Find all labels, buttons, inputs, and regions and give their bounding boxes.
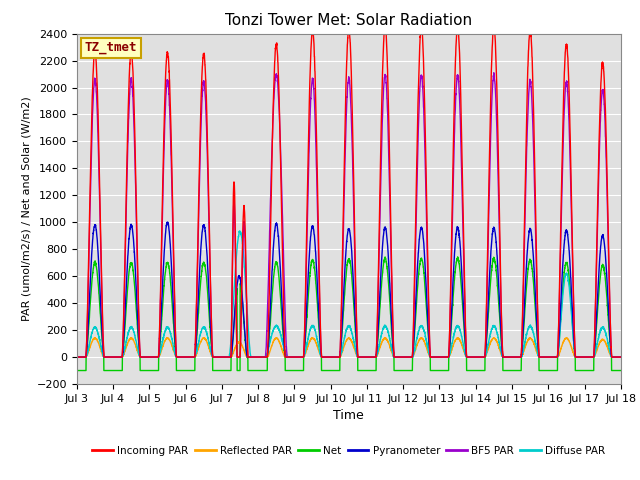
Incoming PAR <box>502 354 509 360</box>
Line: Reflected PAR: Reflected PAR <box>77 337 621 357</box>
Diffuse PAR <box>236 228 243 234</box>
Line: Net: Net <box>77 257 621 371</box>
Diffuse PAR <box>441 354 449 360</box>
Net <box>171 336 179 342</box>
BF5 PAR <box>440 354 448 360</box>
Incoming PAR <box>616 354 624 360</box>
Pyranometer <box>171 330 179 336</box>
X-axis label: Time: Time <box>333 409 364 422</box>
BF5 PAR <box>490 70 498 76</box>
Reflected PAR <box>171 351 179 357</box>
Line: BF5 PAR: BF5 PAR <box>77 73 621 357</box>
Pyranometer <box>163 219 171 225</box>
Net <box>454 254 461 260</box>
Reflected PAR <box>471 354 479 360</box>
Net <box>616 368 624 373</box>
Net <box>617 368 625 373</box>
Line: Incoming PAR: Incoming PAR <box>77 25 621 357</box>
Legend: Incoming PAR, Reflected PAR, Net, Pyranometer, BF5 PAR, Diffuse PAR: Incoming PAR, Reflected PAR, Net, Pyrano… <box>88 442 609 460</box>
BF5 PAR <box>617 354 625 360</box>
Reflected PAR <box>127 335 134 340</box>
Reflected PAR <box>617 354 625 360</box>
Net <box>328 368 336 373</box>
Diffuse PAR <box>471 354 479 360</box>
Reflected PAR <box>441 354 449 360</box>
Reflected PAR <box>502 354 509 360</box>
Pyranometer <box>616 354 624 360</box>
Reflected PAR <box>73 354 81 360</box>
Pyranometer <box>502 354 509 360</box>
Diffuse PAR <box>329 354 337 360</box>
Net <box>471 368 479 373</box>
Diffuse PAR <box>502 354 509 360</box>
Reflected PAR <box>616 354 624 360</box>
Pyranometer <box>441 354 449 360</box>
Incoming PAR <box>617 354 625 360</box>
Incoming PAR <box>471 354 479 360</box>
Net <box>73 368 81 373</box>
Pyranometer <box>617 354 625 360</box>
BF5 PAR <box>171 301 179 307</box>
Diffuse PAR <box>171 349 179 355</box>
BF5 PAR <box>616 354 624 360</box>
BF5 PAR <box>328 354 336 360</box>
Pyranometer <box>329 354 337 360</box>
Diffuse PAR <box>616 354 624 360</box>
Incoming PAR <box>171 294 179 300</box>
Incoming PAR <box>73 354 81 360</box>
Diffuse PAR <box>73 354 81 360</box>
Incoming PAR <box>441 354 449 360</box>
Diffuse PAR <box>617 354 625 360</box>
Net <box>440 368 448 373</box>
Pyranometer <box>471 354 479 360</box>
BF5 PAR <box>73 354 81 360</box>
Title: Tonzi Tower Met: Solar Radiation: Tonzi Tower Met: Solar Radiation <box>225 13 472 28</box>
Incoming PAR <box>417 22 425 28</box>
Net <box>502 368 509 373</box>
Reflected PAR <box>329 354 337 360</box>
Line: Diffuse PAR: Diffuse PAR <box>77 231 621 357</box>
Line: Pyranometer: Pyranometer <box>77 222 621 357</box>
BF5 PAR <box>471 354 479 360</box>
Incoming PAR <box>328 354 336 360</box>
BF5 PAR <box>502 354 509 360</box>
Text: TZ_tmet: TZ_tmet <box>85 41 138 54</box>
Pyranometer <box>73 354 81 360</box>
Y-axis label: PAR (umol/m2/s) / Net and Solar (W/m2): PAR (umol/m2/s) / Net and Solar (W/m2) <box>21 96 31 321</box>
